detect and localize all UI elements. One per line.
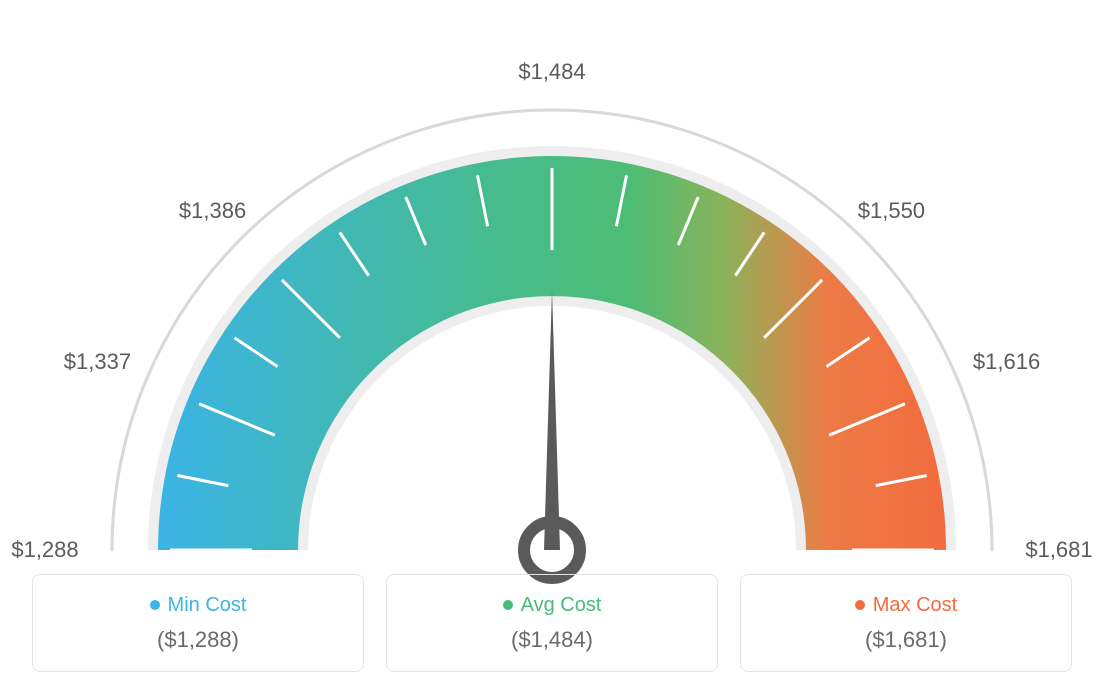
- summary-cards: Min Cost ($1,288) Avg Cost ($1,484) Max …: [0, 574, 1104, 672]
- max-cost-title-text: Max Cost: [873, 594, 957, 617]
- gauge-tick-label: $1,484: [518, 59, 585, 85]
- min-dot-icon: [150, 600, 160, 610]
- min-cost-title: Min Cost: [150, 594, 247, 617]
- gauge-area: $1,288 $1,337 $1,386 $1,484 $1,550 $1,616 $1,6…: [0, 0, 1104, 560]
- max-cost-title: Max Cost: [855, 594, 957, 617]
- gauge-chart-root: $1,288 $1,337 $1,386 $1,484 $1,550 $1,616 $1,6…: [0, 0, 1104, 690]
- max-dot-icon: [855, 600, 865, 610]
- min-cost-value: ($1,288): [157, 627, 239, 653]
- gauge-tick-label: $1,681: [1025, 537, 1092, 563]
- avg-cost-value: ($1,484): [511, 627, 593, 653]
- avg-dot-icon: [503, 600, 513, 610]
- min-cost-card: Min Cost ($1,288): [32, 574, 364, 672]
- gauge-tick-label: $1,550: [858, 198, 925, 224]
- avg-cost-title: Avg Cost: [503, 594, 602, 617]
- min-cost-title-text: Min Cost: [168, 594, 247, 617]
- avg-cost-card: Avg Cost ($1,484): [386, 574, 718, 672]
- gauge-tick-label: $1,337: [64, 349, 131, 375]
- gauge-svg: [0, 30, 1104, 590]
- avg-cost-title-text: Avg Cost: [521, 594, 602, 617]
- max-cost-value: ($1,681): [865, 627, 947, 653]
- gauge-tick-label: $1,616: [973, 349, 1040, 375]
- gauge-tick-label: $1,288: [11, 537, 78, 563]
- gauge-tick-label: $1,386: [179, 198, 246, 224]
- max-cost-card: Max Cost ($1,681): [740, 574, 1072, 672]
